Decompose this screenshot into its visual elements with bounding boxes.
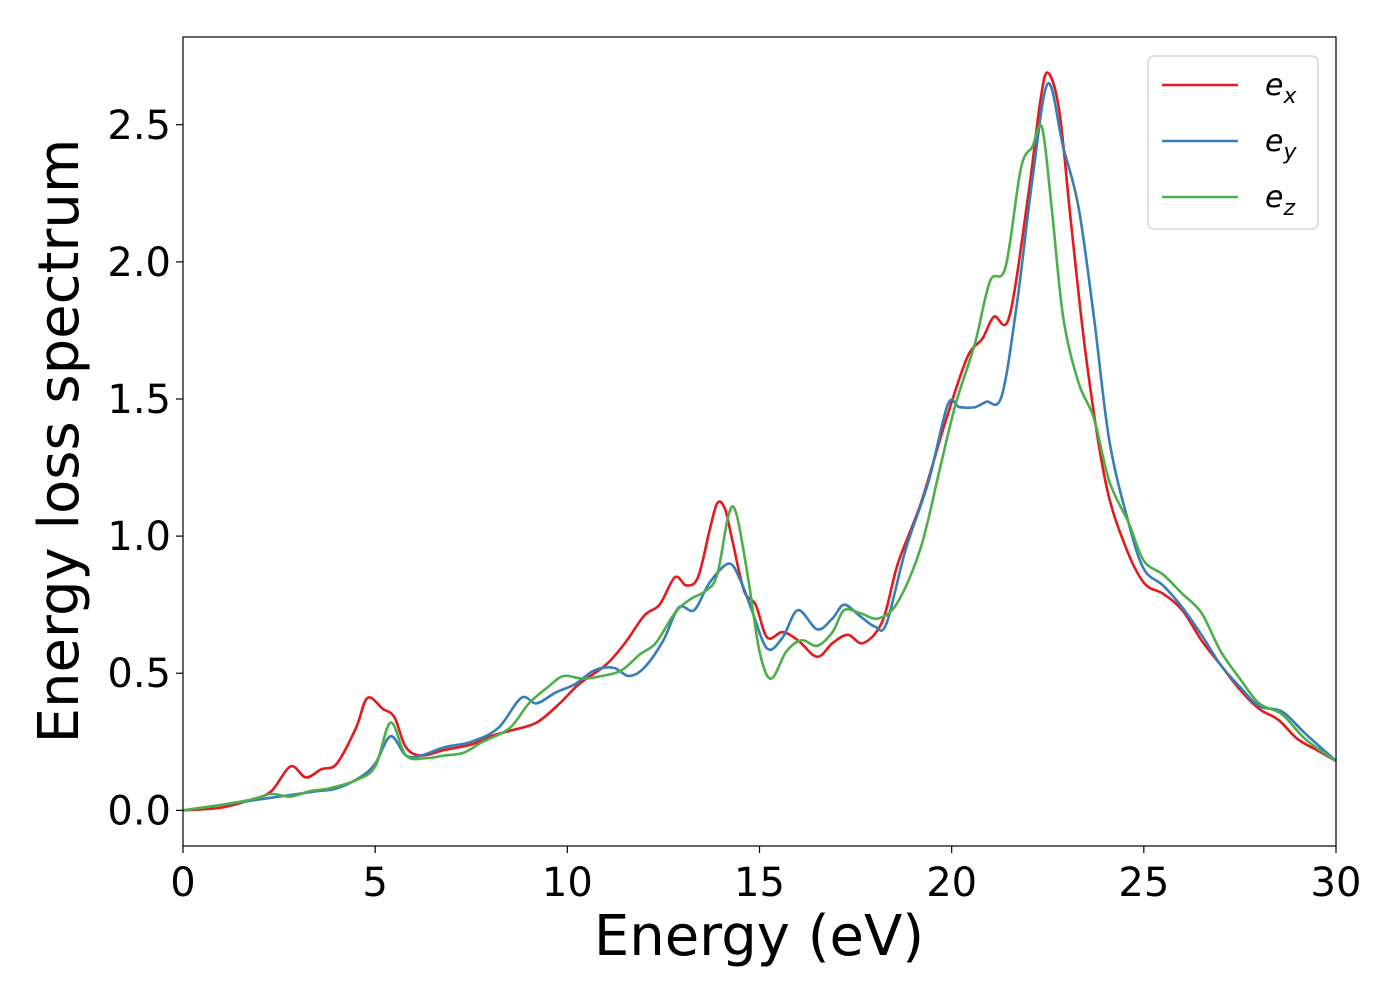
series-layer xyxy=(182,71,1337,812)
x-axis-label: Energy (eV) xyxy=(594,904,924,969)
x-axis-ticks: 0 5 10 15 20 25 30 xyxy=(170,846,1361,906)
series-line-ez xyxy=(182,123,1337,812)
x-tick-label: 0 xyxy=(170,860,195,906)
y-tick-label: 0.0 xyxy=(107,788,171,834)
x-tick-label: 25 xyxy=(1118,860,1169,906)
y-tick-label: 2.0 xyxy=(107,240,171,286)
x-tick-label: 30 xyxy=(1311,860,1362,906)
x-tick-label: 20 xyxy=(926,860,977,906)
legend-box xyxy=(1147,55,1319,230)
y-tick-label: 2.5 xyxy=(107,103,171,149)
x-tick-label: 15 xyxy=(734,860,785,906)
plot-background xyxy=(183,37,1336,846)
series-line-ex xyxy=(182,71,1337,812)
y-tick-label: 0.5 xyxy=(107,651,171,697)
x-tick-label: 5 xyxy=(362,860,387,906)
series-line-ey xyxy=(182,82,1337,812)
y-axis-label: Energy loss spectrum xyxy=(27,139,92,744)
y-axis-ticks: 0.0 0.5 1.0 1.5 2.0 2.5 xyxy=(107,103,183,834)
y-tick-label: 1.0 xyxy=(107,514,171,560)
x-tick-label: 10 xyxy=(542,860,593,906)
y-tick-label: 1.5 xyxy=(107,377,171,423)
